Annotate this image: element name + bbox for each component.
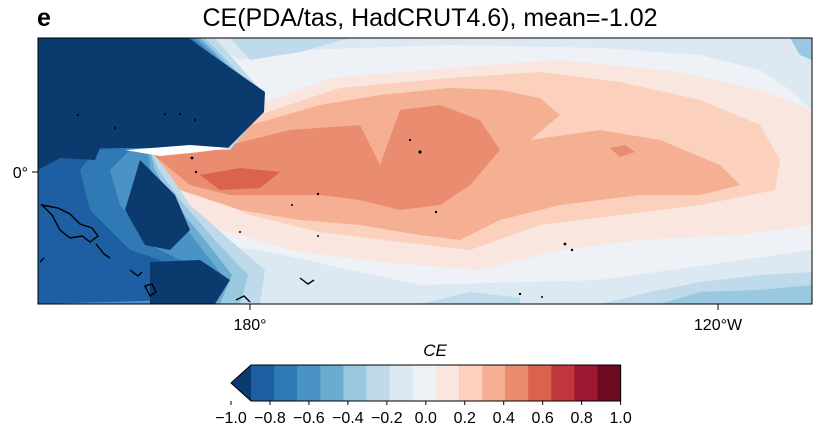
colorbar-tick-label: 0.6: [532, 410, 554, 427]
colorbar-swatch: [528, 365, 552, 401]
contour-bottom-mid-blue: [420, 292, 520, 304]
colorbar-swatch: [320, 365, 344, 401]
contour-top-right-blue: [790, 38, 812, 60]
colorbar-tick-label: 0.2: [454, 410, 476, 427]
contour-level-neg1.0-north: [38, 38, 265, 170]
map-title: CE(PDA/tas, HadCRUT4.6), mean=-1.02: [202, 4, 658, 32]
contour-level-neg0.8-south: [38, 200, 110, 280]
colorbar-tick-label: 0.0: [415, 410, 437, 427]
contour-level-neg1.0-south: [150, 260, 230, 304]
colorbar-tick-label: −0.2: [371, 410, 403, 427]
contour-level-0.9: [200, 168, 280, 190]
colorbar-tick-label: 0.8: [571, 410, 593, 427]
colorbar-swatch: [297, 365, 321, 401]
ce-contour-field: [38, 38, 812, 304]
coastline-new-guinea: [39, 203, 99, 243]
island-dots: [77, 113, 574, 298]
contour-level-zero-sliver: [125, 145, 230, 156]
coastline-new-caledonia: [143, 283, 157, 298]
colorbar-tick-label: 1.0: [609, 410, 631, 427]
colorbar-swatch: [458, 365, 483, 401]
colorbar-swatch: [389, 365, 414, 401]
colorbar-swatch: [274, 365, 298, 401]
colorbar-label: CE: [423, 341, 447, 360]
contour-top-blue: [230, 38, 350, 60]
colorbar-swatch: [574, 365, 598, 401]
colorbar-tick-label: −0.8: [254, 410, 286, 427]
coastline-samoa: [299, 277, 315, 285]
colorbar-tick-label: −0.4: [332, 410, 364, 427]
coastline-fiji: [235, 295, 251, 303]
contour-level-neg1.0-mid: [125, 160, 190, 250]
x-tick-label-180: 180°: [233, 317, 266, 334]
colorbar-swatch: [366, 365, 391, 401]
colorbar-extend-min: [231, 365, 251, 401]
colorbar-swatch: [482, 365, 506, 401]
colorbar-swatch: [597, 365, 622, 401]
x-tick-label-120w: 120°W: [694, 317, 743, 334]
colorbar-swatch: [551, 365, 575, 401]
colorbar-swatch: [343, 365, 367, 401]
contour-bottom-right-blue2: [660, 285, 812, 304]
colorbar-outline: [230, 364, 622, 402]
colorbar-tick-label: 0.4: [493, 410, 515, 427]
colorbar-swatch: [505, 365, 529, 401]
colorbar-swatch: [251, 365, 275, 401]
contour-spot-east: [610, 145, 635, 157]
coastline-island-west: [39, 257, 45, 263]
colorbar-tick-label: −1.0: [215, 410, 247, 427]
y-tick-label-equator: 0°: [13, 165, 28, 182]
coastlines: [39, 203, 315, 303]
panel-letter: e: [37, 4, 51, 32]
colorbar-swatch: [412, 365, 437, 401]
colorbar-tick-label: −0.6: [293, 410, 325, 427]
coastline-solomons: [95, 243, 111, 259]
colorbar-swatch: [435, 365, 460, 401]
colorbar: −1.0 −0.8 −0.6 −0.4 −0.2 0.0 0.2 0.4 0.6 0.8 1.0: [215, 364, 632, 427]
coastline-vanuatu: [129, 269, 143, 277]
map-frame: [37, 37, 813, 305]
